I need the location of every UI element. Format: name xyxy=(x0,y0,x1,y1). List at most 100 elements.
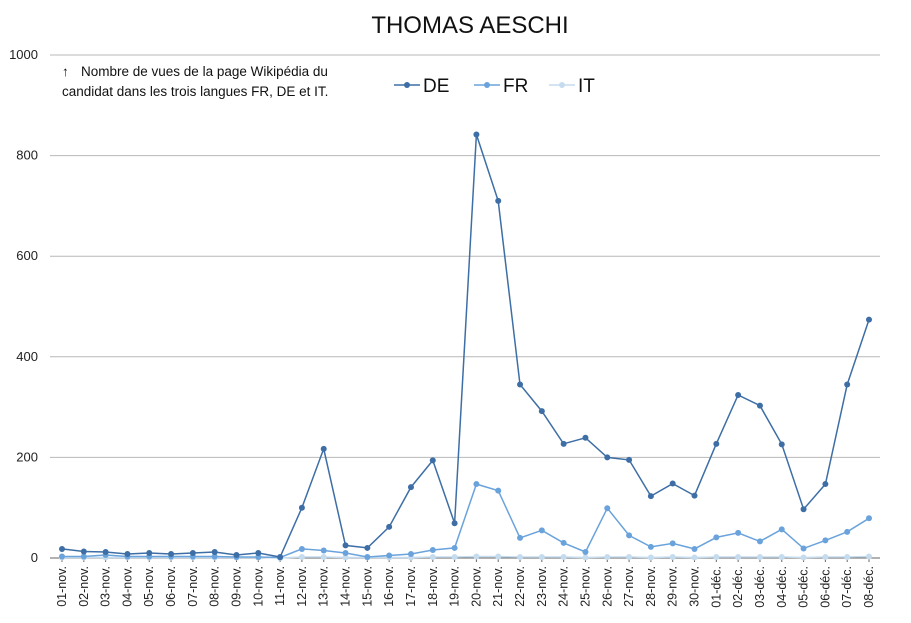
data-point-de xyxy=(277,553,284,560)
data-point-it xyxy=(560,553,567,560)
x-tick-label: 01-nov. xyxy=(55,566,69,607)
y-axis: 0 200 400 600 800 1000 xyxy=(9,47,38,565)
data-point-de xyxy=(189,549,196,556)
data-point-fr xyxy=(386,552,393,559)
data-point-de xyxy=(255,549,262,556)
legend-swatch-marker xyxy=(484,82,490,88)
data-point-fr xyxy=(691,545,698,552)
data-point-fr xyxy=(713,534,720,541)
data-point-fr xyxy=(495,487,502,494)
data-point-it xyxy=(320,553,327,560)
data-point-it xyxy=(495,553,502,560)
data-point-de xyxy=(429,457,436,464)
grid-lines xyxy=(50,54,880,559)
x-tick-label: 12-nov. xyxy=(295,566,309,607)
y-tick-label: 600 xyxy=(16,248,38,263)
x-tick-label: 16-nov. xyxy=(382,566,396,607)
data-point-de xyxy=(364,544,371,551)
data-point-de xyxy=(582,434,589,441)
legend: DE FR IT xyxy=(394,76,595,97)
data-point-it xyxy=(626,553,633,560)
x-tick-label: 07-nov. xyxy=(186,566,200,607)
data-point-fr xyxy=(429,546,436,553)
legend-swatch-marker xyxy=(404,82,410,88)
x-tick-label: 22-nov. xyxy=(513,566,527,607)
x-axis: 01-nov. 02-nov. 03-nov. 04-nov. 05-nov. 06-no… xyxy=(55,558,876,608)
data-point-it xyxy=(298,553,305,560)
y-tick-label: 400 xyxy=(16,349,38,364)
y-tick-label: 0 xyxy=(31,550,38,565)
data-point-it xyxy=(800,554,807,561)
data-point-de xyxy=(386,523,393,530)
data-point-fr xyxy=(538,527,545,534)
x-tick-label: 24-nov. xyxy=(557,566,571,607)
x-tick-label: 04-déc. xyxy=(775,566,789,608)
data-point-it xyxy=(647,554,654,561)
data-point-de xyxy=(691,492,698,499)
x-tick-label: 07-déc. xyxy=(840,566,854,608)
data-point-de xyxy=(669,480,676,487)
data-point-fr xyxy=(320,547,327,554)
data-point-fr xyxy=(211,553,218,560)
x-tick-label: 10-nov. xyxy=(251,566,265,607)
x-tick-label: 02-nov. xyxy=(77,566,91,607)
data-point-de xyxy=(735,392,742,399)
x-tick-label: 28-nov. xyxy=(644,566,658,607)
data-point-de xyxy=(211,548,218,555)
series-line-it xyxy=(62,555,870,559)
data-point-it xyxy=(517,553,524,560)
data-point-de xyxy=(604,454,611,461)
data-point-de xyxy=(626,456,633,463)
data-point-de xyxy=(517,381,524,388)
y-tick-label: 1000 xyxy=(9,47,38,62)
data-point-de xyxy=(298,504,305,511)
data-point-fr xyxy=(298,545,305,552)
x-tick-label: 29-nov. xyxy=(666,566,680,607)
data-point-fr xyxy=(822,537,829,544)
legend-label: DE xyxy=(423,76,449,97)
series-lines xyxy=(59,131,872,561)
legend-item-fr: FR xyxy=(474,76,528,97)
data-point-de xyxy=(451,520,458,527)
x-tick-label: 09-nov. xyxy=(229,566,243,607)
x-tick-label: 27-nov. xyxy=(622,566,636,607)
x-tick-label: 01-déc. xyxy=(709,566,723,608)
chart-title: THOMAS AESCHI xyxy=(371,12,568,39)
data-point-de xyxy=(560,440,567,447)
data-point-fr xyxy=(756,538,763,545)
data-point-fr xyxy=(407,550,414,557)
series-line-fr xyxy=(62,483,870,559)
data-point-it xyxy=(429,553,436,560)
x-tick-label: 25-nov. xyxy=(578,566,592,607)
data-point-it xyxy=(713,553,720,560)
legend-label: IT xyxy=(578,76,595,97)
data-point-it xyxy=(778,553,785,560)
data-point-it xyxy=(473,553,480,560)
legend-label: FR xyxy=(503,76,528,97)
data-point-fr xyxy=(669,540,676,547)
data-point-de xyxy=(407,484,414,491)
data-point-de xyxy=(778,441,785,448)
legend-item-de: DE xyxy=(394,76,449,97)
x-tick-label: 04-nov. xyxy=(120,566,134,607)
data-point-fr xyxy=(800,545,807,552)
legend-swatch-marker xyxy=(559,82,565,88)
data-point-fr xyxy=(604,505,611,512)
data-point-de xyxy=(59,545,65,552)
x-tick-label: 08-déc. xyxy=(862,566,876,608)
data-point-fr xyxy=(59,553,65,560)
data-point-de xyxy=(495,197,502,204)
data-point-de xyxy=(647,493,654,500)
x-tick-label: 03-nov. xyxy=(99,566,113,607)
data-point-de xyxy=(800,506,807,513)
data-point-de xyxy=(538,408,545,415)
data-point-fr xyxy=(844,528,851,535)
x-tick-label: 14-nov. xyxy=(339,566,353,607)
data-point-it xyxy=(451,553,458,560)
annotation-arrow: ↑ xyxy=(62,64,69,79)
data-point-de xyxy=(80,548,87,555)
data-point-it xyxy=(342,554,349,561)
data-point-de xyxy=(233,551,240,558)
y-tick-label: 800 xyxy=(16,148,38,163)
